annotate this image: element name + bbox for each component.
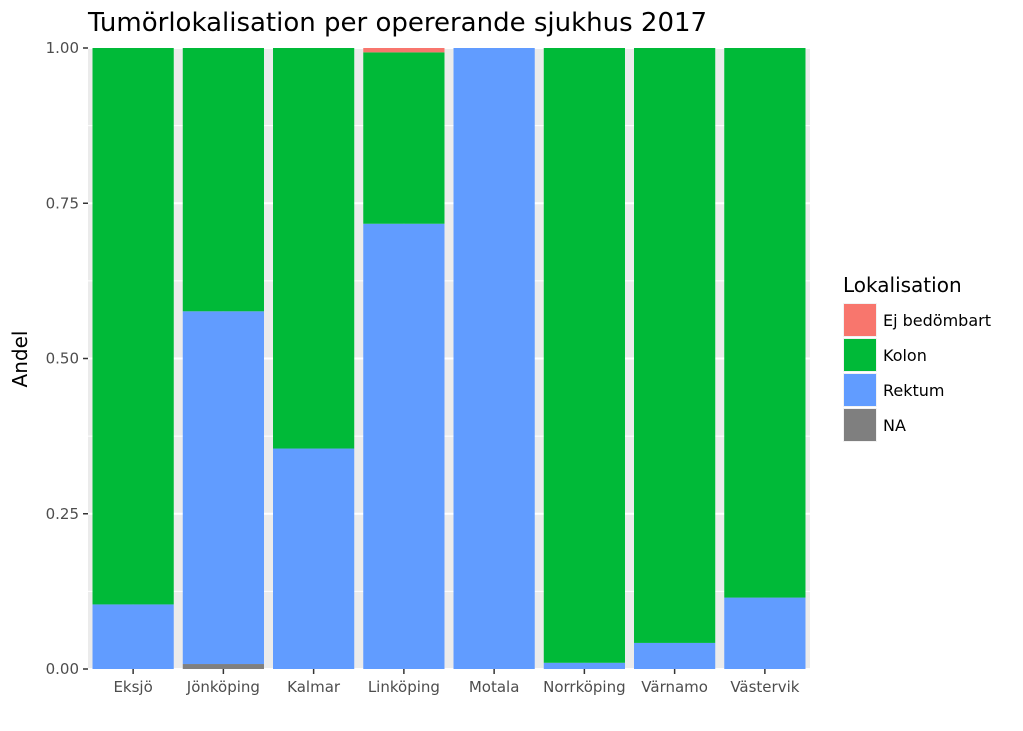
legend-label: Kolon bbox=[883, 346, 927, 365]
bar-segment bbox=[453, 48, 535, 669]
bar-segment bbox=[182, 48, 264, 312]
y-tick-label: 0.25 bbox=[46, 505, 79, 523]
bar-segment bbox=[543, 662, 625, 669]
bar-segment bbox=[724, 48, 806, 598]
y-tick-label: 0.50 bbox=[46, 350, 79, 368]
y-axis: 0.00 0.25 0.50 0.75 1.00 bbox=[46, 39, 88, 678]
legend-swatch bbox=[844, 374, 876, 406]
x-tick-label: Norrköping bbox=[543, 678, 626, 696]
bar-segment bbox=[182, 664, 264, 669]
bar-segment bbox=[634, 642, 716, 669]
chart-title: Tumörlokalisation per opererande sjukhus… bbox=[87, 8, 707, 38]
bar-segment bbox=[634, 48, 716, 643]
bar-segment bbox=[273, 448, 355, 669]
legend-label: Ej bedömbart bbox=[883, 311, 991, 330]
bar-segment bbox=[92, 604, 174, 669]
bar-segment bbox=[273, 48, 355, 449]
legend: Lokalisation Ej bedömbart Kolon Rektum NA bbox=[843, 273, 991, 442]
x-tick-label: Linköping bbox=[368, 678, 440, 696]
legend-swatch bbox=[844, 339, 876, 371]
x-tick-label: Motala bbox=[469, 678, 520, 696]
legend-swatch bbox=[844, 409, 876, 441]
y-tick-label: 0.75 bbox=[46, 194, 79, 212]
legend-label: NA bbox=[883, 416, 906, 435]
y-tick-label: 1.00 bbox=[46, 39, 79, 57]
x-tick-label: Jönköping bbox=[186, 678, 260, 696]
bars bbox=[92, 48, 806, 670]
bar-segment bbox=[92, 48, 174, 605]
legend-label: Rektum bbox=[883, 381, 945, 400]
y-axis-title: Andel bbox=[8, 331, 32, 388]
bar-segment bbox=[543, 48, 625, 663]
bar-segment bbox=[182, 311, 264, 665]
x-axis: Eksjö Jönköping Kalmar Linköping Motala Norrk… bbox=[113, 669, 800, 696]
legend-swatch bbox=[844, 304, 876, 336]
x-tick-label: Eksjö bbox=[113, 678, 152, 696]
x-tick-label: Kalmar bbox=[287, 678, 341, 696]
y-tick-label: 0.00 bbox=[46, 660, 79, 678]
x-tick-label: Värnamo bbox=[641, 678, 708, 696]
x-tick-label: Västervik bbox=[730, 678, 799, 696]
legend-title: Lokalisation bbox=[843, 273, 962, 297]
bar-segment bbox=[724, 597, 806, 669]
bar-segment bbox=[363, 48, 445, 53]
bar-segment bbox=[363, 52, 445, 224]
bar-segment bbox=[363, 223, 445, 670]
